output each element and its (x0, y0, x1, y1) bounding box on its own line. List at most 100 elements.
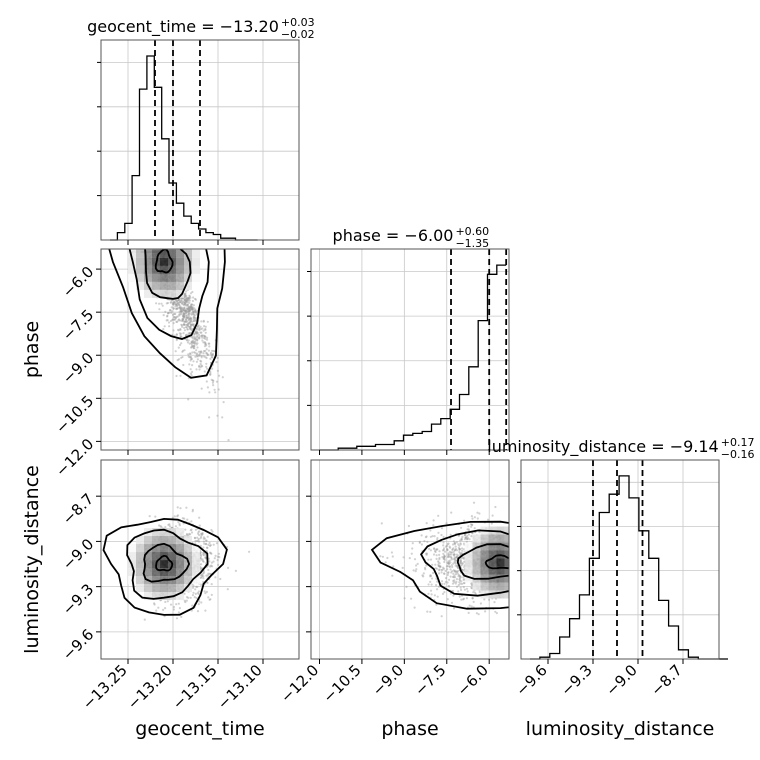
sample-point (193, 319, 196, 322)
sample-point (205, 365, 208, 368)
sample-point (227, 566, 230, 570)
density-cell (152, 568, 160, 577)
sample-point (171, 301, 175, 305)
sample-point (413, 606, 416, 609)
sample-point (215, 542, 219, 545)
density-cell (136, 536, 144, 545)
sample-point (476, 511, 479, 514)
sample-point (198, 368, 201, 371)
sample-point (199, 576, 202, 580)
sample-point (172, 329, 175, 332)
sample-point (446, 555, 450, 559)
sample-point (186, 299, 189, 302)
density-cell (136, 560, 144, 569)
y-tick-label: −7.5 (59, 306, 97, 344)
sample-point (194, 588, 197, 591)
sample-point (217, 388, 220, 391)
sample-point (186, 323, 189, 326)
sample-point (193, 537, 197, 540)
sample-point (432, 524, 435, 527)
sample-point (174, 350, 177, 353)
sample-point (194, 341, 197, 344)
sample-point (453, 553, 456, 556)
sample-point (199, 359, 202, 362)
contour-level (154, 249, 174, 274)
sample-point (194, 340, 197, 343)
sample-point (227, 439, 230, 442)
density-cell (160, 257, 168, 266)
sample-point (192, 591, 195, 594)
sample-point (455, 553, 458, 556)
sample-point (183, 302, 186, 305)
sample-point (195, 349, 198, 352)
sample-point (452, 569, 455, 572)
density-cell (160, 592, 168, 601)
sample-point (172, 301, 175, 304)
sample-point (217, 563, 220, 567)
sample-point (452, 558, 455, 561)
sample-point (212, 560, 215, 563)
sample-point (188, 332, 191, 335)
density-cell (504, 574, 509, 583)
sample-point (203, 370, 206, 373)
sample-point (198, 337, 201, 340)
sample-point (466, 536, 469, 540)
sample-point (440, 533, 443, 537)
sample-point (439, 565, 442, 569)
axes-2-1 (306, 459, 510, 664)
density-cell (513, 527, 521, 535)
title-main: luminosity_distance = −9.14 (487, 437, 718, 457)
sample-point (193, 297, 197, 300)
density-cell (192, 273, 200, 282)
sample-point (187, 312, 190, 315)
sample-point (200, 558, 203, 561)
sample-point (186, 324, 189, 327)
density-cell (144, 536, 152, 545)
sample-point (248, 550, 251, 553)
axes-1-0 (96, 248, 300, 455)
sample-point (212, 379, 215, 383)
sample-point (153, 602, 156, 605)
sample-point (200, 532, 203, 535)
density-cell (480, 558, 489, 567)
density-cell (464, 558, 473, 567)
sample-point (173, 312, 176, 316)
sample-point (193, 351, 196, 354)
sample-point (206, 581, 209, 585)
sample-point (438, 550, 441, 553)
sample-point (194, 351, 197, 354)
density-cell (152, 234, 160, 242)
sample-point (461, 549, 464, 552)
sample-point (176, 515, 179, 518)
sample-point (188, 331, 191, 335)
sample-point (174, 303, 177, 306)
sample-point (196, 358, 199, 361)
sample-point (190, 308, 193, 311)
sample-point (429, 610, 432, 614)
sample-point (449, 553, 452, 556)
sample-point (447, 571, 450, 575)
sample-point (192, 318, 195, 321)
sample-point (447, 553, 450, 557)
sample-point (432, 571, 435, 575)
sample-point (458, 577, 461, 580)
sample-point (199, 331, 202, 334)
sample-point (173, 301, 176, 304)
y-tick-label: −10.5 (52, 392, 97, 437)
sample-point (196, 334, 199, 338)
sample-point (391, 555, 394, 558)
sample-point (181, 314, 184, 317)
sample-point (192, 341, 196, 344)
sample-point (442, 535, 445, 539)
sample-point (448, 555, 451, 558)
sample-point (484, 610, 487, 613)
sample-point (172, 303, 175, 306)
y-tick-label: −9.0 (59, 349, 97, 387)
sample-point (453, 574, 456, 577)
sample-point (210, 378, 213, 381)
sample-point (458, 579, 462, 582)
sample-point (204, 337, 207, 340)
sample-point (453, 570, 456, 573)
sample-point (183, 517, 186, 520)
